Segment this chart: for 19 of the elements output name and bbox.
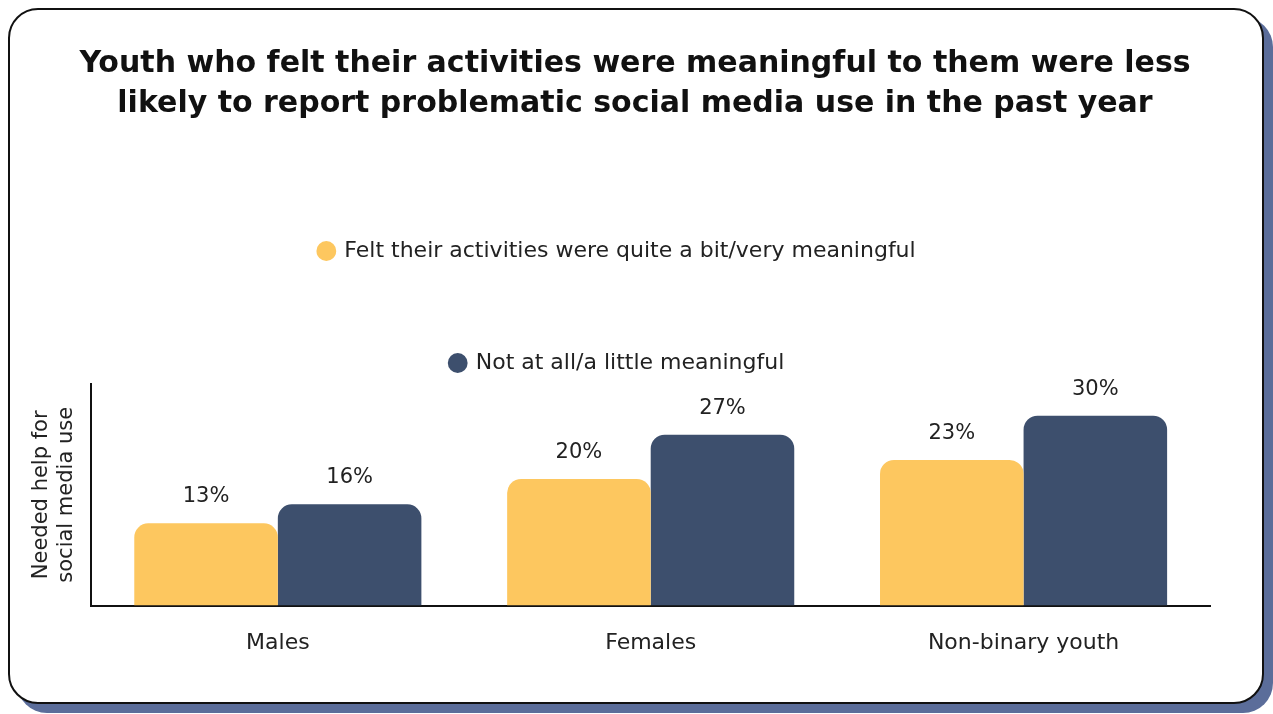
x-tick-label: Non-binary youth [927, 628, 1120, 654]
bar [1023, 415, 1168, 606]
y-axis-title: Needed help for social media use [28, 406, 78, 583]
chart-title: Youth who felt their activities were meaningful to them were less likely to report problematic social media use in the past year [78, 43, 1192, 121]
bar [880, 459, 1024, 606]
data-label: 13% [182, 483, 230, 508]
bar [507, 478, 651, 606]
bar [277, 504, 422, 606]
bar [650, 434, 795, 606]
data-label: 23% [928, 419, 976, 444]
bar [134, 523, 278, 606]
x-tick-label: Males [246, 628, 310, 654]
legend-label: Felt their activities were quite a bit/very meaningful [344, 236, 916, 262]
data-label: 30% [1072, 375, 1119, 400]
data-label: 27% [699, 394, 746, 419]
data-label: 16% [326, 464, 373, 489]
data-label: 20% [555, 438, 603, 463]
x-tick-label: Females [605, 628, 697, 654]
legend-label: Not at all/a little meaningful [475, 348, 785, 374]
